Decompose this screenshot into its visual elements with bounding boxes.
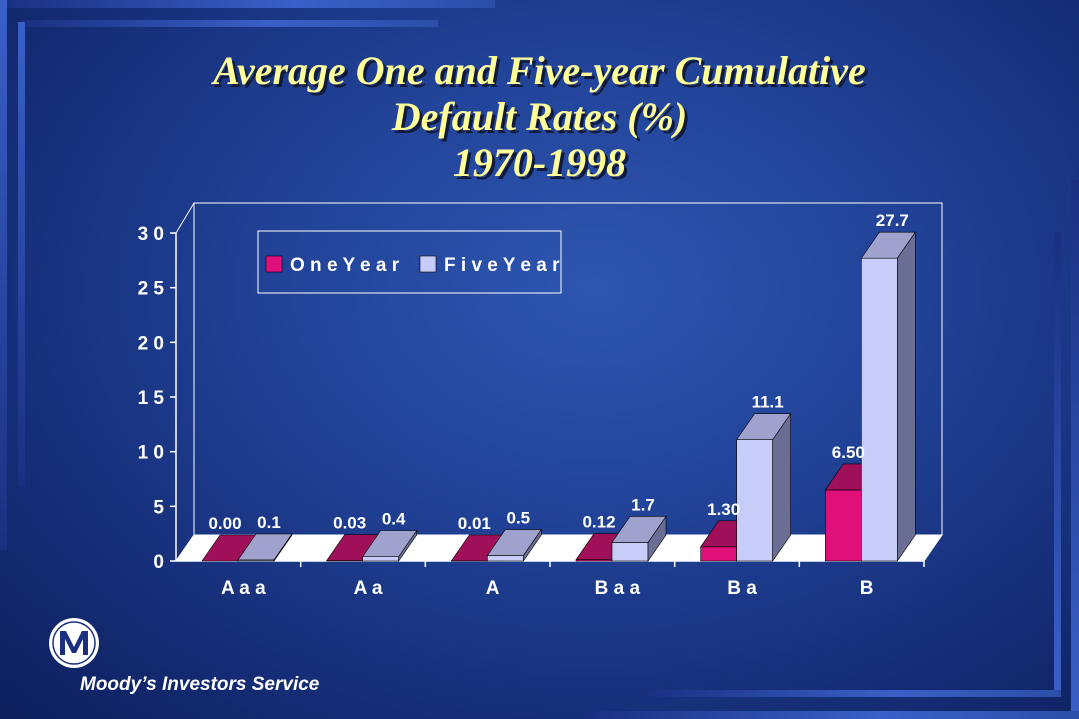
legend-swatch-one-year <box>265 255 283 273</box>
frame-top-bar <box>0 0 495 8</box>
data-label-five-year: 11.1 <box>752 393 784 412</box>
data-label-one-year: 0.01 <box>458 514 491 533</box>
frame-right-bar <box>1071 180 1079 719</box>
bar-five-year <box>237 532 293 562</box>
x-tick-label: A a a <box>221 578 266 599</box>
bar-side <box>897 231 916 562</box>
data-label-five-year: 0.4 <box>382 510 406 529</box>
y-tick-label: 2 0 <box>138 333 164 354</box>
legend-swatch-five-year <box>419 255 437 273</box>
data-label-one-year: 0.12 <box>582 513 615 532</box>
bar-top <box>611 516 667 543</box>
frame-bottom-bar <box>584 711 1079 719</box>
bar-top <box>237 533 293 561</box>
bar-front <box>700 546 737 562</box>
data-label-five-year: 27.7 <box>876 211 909 230</box>
y-tick-label: 1 5 <box>138 388 165 409</box>
legend-box <box>257 230 562 294</box>
y-tick-label: 0 <box>153 552 164 573</box>
bar-top <box>486 529 542 556</box>
bar-front <box>611 542 649 562</box>
y-axis: 0 5 1 0 1 5 2 0 2 5 3 0 <box>138 224 177 573</box>
data-label-one-year: 1.30 <box>707 500 740 519</box>
company-name: Moody’s Investors Service <box>80 674 320 695</box>
data-label-five-year: 0.5 <box>507 509 531 528</box>
page-title: Average One and Five-year Cumulative Def… <box>0 48 1079 186</box>
data-labels: 0.00 0.1 0.03 0.4 0.01 0.5 0.12 1.7 1.30 11.1 6.50… <box>208 211 908 533</box>
title-line-3: 1970-1998 <box>452 140 627 185</box>
frame-right-inner-bar <box>1054 232 1061 696</box>
bar-front <box>487 555 524 562</box>
frame-top-inner-bar <box>22 20 438 27</box>
title-line-2: Default Rates (%) <box>391 94 688 139</box>
data-label-five-year: 0.1 <box>257 513 281 532</box>
x-tick-label: B a <box>727 578 757 599</box>
x-tick-label: A a <box>354 578 383 599</box>
y-tick-label: 3 0 <box>138 224 164 245</box>
x-tick-label: B a a <box>595 578 641 599</box>
frame-bottom-inner-bar <box>643 690 1061 697</box>
bar-front <box>861 257 898 562</box>
frame-left-bar <box>0 0 7 550</box>
bar-five-year <box>362 529 418 562</box>
moodys-logo-icon <box>49 618 99 668</box>
bar-top <box>736 413 792 440</box>
data-label-five-year: 1.7 <box>631 495 655 514</box>
bar-five-year <box>611 515 667 562</box>
bar-front <box>825 489 862 562</box>
x-tick-label: A <box>486 578 500 599</box>
legend-label-one-year: O n e Y e a r <box>290 255 400 276</box>
bar-front <box>736 439 773 562</box>
bars <box>201 231 916 562</box>
data-label-one-year: 0.00 <box>208 514 241 533</box>
wall-edge <box>175 202 195 234</box>
bar-top <box>860 231 916 259</box>
title-line-1: Average One and Five-year Cumulative <box>213 48 866 93</box>
frame-left-inner-bar <box>18 22 25 487</box>
bar-front <box>362 556 399 562</box>
x-tick-label: B <box>860 578 874 599</box>
bar-five-year <box>860 231 916 562</box>
data-label-one-year: 6.50 <box>832 443 865 462</box>
y-tick-label: 5 <box>153 497 164 518</box>
y-tick-label: 1 0 <box>138 443 164 464</box>
y-tick-label: 2 5 <box>138 279 165 300</box>
bar-five-year <box>736 412 792 562</box>
legend-label-five-year: F i v e Y e a r <box>444 255 560 276</box>
bar-five-year <box>486 528 542 562</box>
data-label-one-year: 0.03 <box>333 514 366 533</box>
bar-top <box>362 530 418 557</box>
